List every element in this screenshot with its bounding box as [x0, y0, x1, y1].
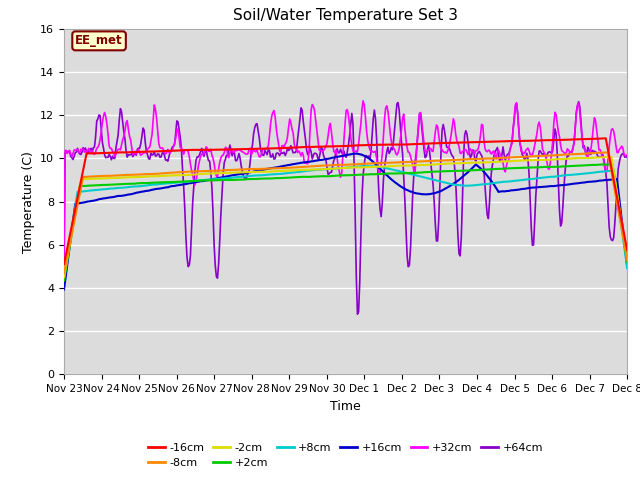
Text: EE_met: EE_met: [76, 35, 123, 48]
Legend: -16cm, -8cm, -2cm, +2cm, +8cm, +16cm, +32cm, +64cm: -16cm, -8cm, -2cm, +2cm, +8cm, +16cm, +3…: [144, 438, 547, 472]
Title: Soil/Water Temperature Set 3: Soil/Water Temperature Set 3: [233, 9, 458, 24]
Y-axis label: Temperature (C): Temperature (C): [22, 151, 35, 252]
X-axis label: Time: Time: [330, 400, 361, 413]
